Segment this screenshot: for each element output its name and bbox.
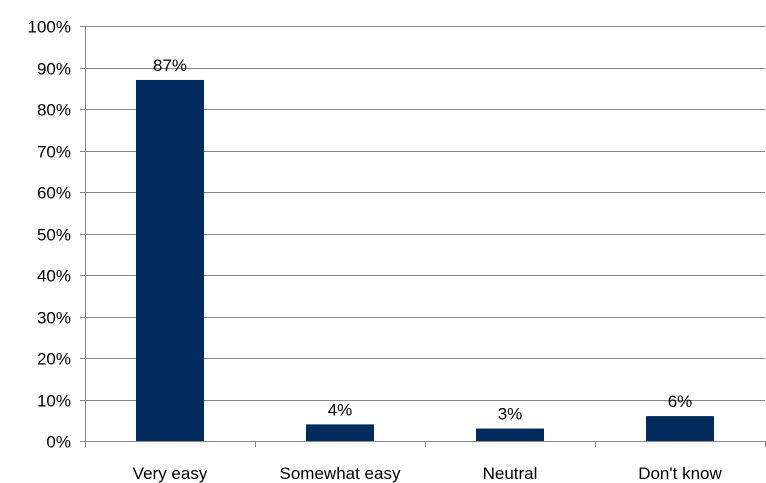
y-tick-label: 90%	[37, 60, 71, 79]
y-tick-label: 60%	[37, 184, 71, 203]
y-tick-label: 40%	[37, 267, 71, 286]
y-tick-label: 50%	[37, 226, 71, 245]
bar	[306, 424, 374, 441]
x-category-label: Don't know	[638, 464, 722, 483]
data-label: 6%	[668, 392, 693, 411]
data-label: 4%	[328, 400, 353, 419]
x-axis-category-labels: Very easy Somewhat easy Neutral Don't know	[133, 464, 723, 483]
x-category-label: Neutral	[483, 464, 538, 483]
bar	[136, 79, 204, 441]
x-category-label: Somewhat easy	[280, 464, 401, 483]
data-labels: 87% 4% 3% 6%	[153, 56, 692, 424]
bar	[646, 416, 714, 441]
bars	[136, 79, 714, 441]
y-tick-label: 20%	[37, 350, 71, 369]
y-tick-label: 80%	[37, 101, 71, 120]
y-axis-tick-labels: 0% 10% 20% 30% 40% 50% 60% 70% 80% 90% 100%	[28, 18, 71, 452]
y-tick-label: 100%	[28, 18, 71, 37]
y-tick-label: 0%	[46, 433, 71, 452]
data-label: 87%	[153, 56, 187, 75]
x-axis	[85, 441, 766, 447]
bar	[476, 428, 544, 441]
data-label: 3%	[498, 405, 523, 424]
y-tick-label: 30%	[37, 309, 71, 328]
x-category-label: Very easy	[133, 464, 208, 483]
y-tick-label: 70%	[37, 143, 71, 162]
y-tick-label: 10%	[37, 392, 71, 411]
